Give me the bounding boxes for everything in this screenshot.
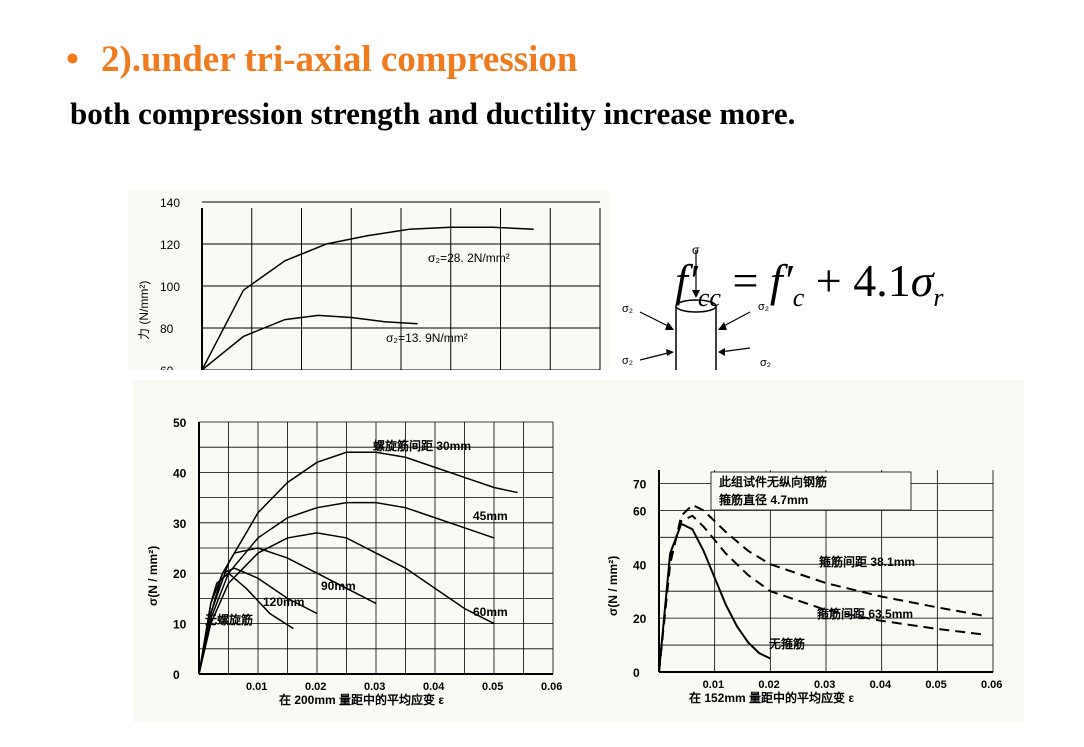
series-line (198, 451, 518, 675)
curve-label: 90mm (321, 579, 356, 593)
x-tick-label: 0.05 (482, 681, 503, 693)
series-line (198, 572, 294, 675)
y-tick-label: 0 (633, 666, 640, 680)
hoop-spacing-chart: 0 20 40 60 70 0.01 0.02 0.03 0.04 0.05 0.06 在 152mm… (606, 470, 1002, 705)
y-tick-label: 140 (160, 196, 180, 210)
series-line (198, 501, 495, 675)
x-axis-label: 在 200mm 量距中的平均应变 ε (279, 692, 444, 707)
y-axis-label: σ(N / mm²) (146, 546, 160, 606)
x-axis-label: 在 152mm 量距中的平均应变 ε (689, 690, 854, 705)
y-tick-label: 40 (633, 558, 647, 572)
y-tick-label: 60 (633, 504, 647, 518)
specimen-figure: σ σ₂ σ₂ σ₂ σ₂ (610, 240, 810, 370)
specimen-label: σ₂ (622, 303, 633, 315)
specimen-label: σ₂ (760, 357, 771, 369)
y-axis-label: σ(N / mm²) (606, 556, 620, 616)
formula-fc: f′c (769, 255, 805, 313)
x-tick-label: 0.04 (423, 681, 445, 693)
top-chart: 140 120 100 80 60 力 (N/mm²) σ₂=28. 2N/mm² σ₂=13… (137, 196, 601, 378)
series-line (198, 547, 377, 675)
formula-equals: = (732, 255, 759, 306)
y-tick-label: 70 (633, 477, 647, 491)
series-line (198, 532, 495, 675)
y-tick-label: 40 (173, 466, 187, 480)
arrow-head (666, 349, 674, 356)
curve-label: 箍筋间距 38.1mm (818, 554, 915, 569)
arrow-left-upper (639, 311, 673, 329)
arrow-head (718, 322, 727, 330)
bullet-dot: • (66, 39, 79, 80)
slide-subtitle: both compression strength and ductility … (70, 96, 796, 131)
confinement-formula: f′cc = f′c + 4.1σr (675, 254, 944, 313)
formula-plus-coefficient: + 4.1 (815, 255, 911, 306)
formula-sigma-r: σr (910, 255, 944, 313)
x-tick-label: 0.03 (814, 679, 835, 691)
y-tick-label: 20 (173, 567, 187, 581)
specimen-label: σ₂ (758, 301, 769, 313)
curve-label: 120mm (263, 595, 304, 609)
y-tick-label: 20 (633, 612, 647, 626)
bottom-charts-scan: 0 10 20 30 40 50 0.01 0.02 0.03 0.04 0.05 0.06 在 200… (133, 380, 1024, 722)
curve-label: 箍筋间距 63.5mm (816, 606, 913, 621)
series-line (658, 522, 771, 673)
curve-label: 60mm (473, 605, 508, 619)
arrow-head (665, 322, 674, 330)
x-tick-label: 0.06 (541, 681, 562, 693)
specimen-label: σ (692, 243, 700, 257)
y-tick-label: 0 (173, 668, 180, 682)
arrow-head (718, 348, 725, 356)
slide-title-line: • 2).under tri-axial compression (66, 38, 578, 81)
x-tick-label: 0.02 (758, 679, 779, 691)
arrow-head (692, 290, 700, 298)
annotation-line: 此组试件无纵向钢筋 (719, 474, 827, 489)
curve-label: σ₂=13. 9N/mm² (386, 331, 468, 345)
y-tick-label: 80 (160, 322, 174, 336)
spiral-spacing-chart: 0 10 20 30 40 50 0.01 0.02 0.03 0.04 0.05 0.06 在 200… (146, 416, 562, 707)
curve-label: 螺旋筋间距 30mm (373, 438, 471, 453)
top-chart-scan: 140 120 100 80 60 力 (N/mm²) σ₂=28. 2N/mm² σ₂=13… (128, 190, 610, 378)
series-line (201, 314, 418, 371)
curve-label: 无箍筋 (768, 636, 805, 651)
curve-label: 无螺旋筋 (204, 612, 253, 627)
y-tick-label: 120 (160, 238, 180, 252)
slide-title: 2).under tri-axial compression (100, 39, 578, 80)
specimen-svg: σ σ₂ σ₂ σ₂ σ₂ (622, 243, 771, 370)
y-tick-label: 50 (173, 416, 187, 430)
specimen-label: σ₂ (622, 355, 633, 367)
y-tick-label: 100 (160, 280, 180, 294)
y-tick-label: 60 (160, 364, 174, 370)
annotation-box (710, 471, 912, 511)
curve-label: σ₂=28. 2N/mm² (428, 251, 510, 265)
x-tick-label: 0.04 (870, 679, 892, 691)
annotation-line: 箍筋直径 4.7mm (718, 492, 808, 507)
y-tick-label: 10 (173, 618, 187, 632)
series-line (658, 503, 983, 673)
x-tick-label: 0.05 (925, 679, 946, 691)
y-tick-label: 30 (173, 517, 187, 531)
x-tick-label: 0.02 (305, 681, 326, 693)
x-tick-label: 0.01 (703, 679, 724, 691)
formula-fcc: f′cc (675, 255, 721, 313)
x-tick-label: 0.03 (364, 681, 385, 693)
curve-label: 45mm (473, 509, 508, 523)
series-line (201, 226, 534, 371)
series-line (658, 514, 982, 673)
x-tick-label: 0.01 (246, 681, 267, 693)
x-tick-label: 0.06 (981, 679, 1002, 691)
y-axis-label: 力 (N/mm²) (137, 281, 151, 340)
